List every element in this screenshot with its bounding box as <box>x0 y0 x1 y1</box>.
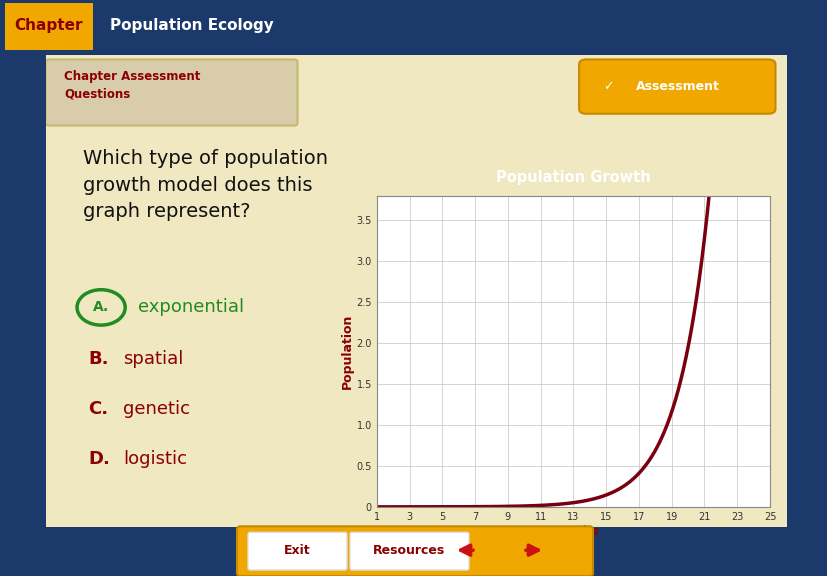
Text: Chapter Assessment
Questions: Chapter Assessment Questions <box>64 70 200 101</box>
Text: A.: A. <box>93 301 109 314</box>
Text: Assessment: Assessment <box>635 80 719 93</box>
Text: C.: C. <box>88 400 108 418</box>
Text: exponential: exponential <box>138 298 244 316</box>
FancyBboxPatch shape <box>38 50 793 532</box>
Text: Chapter: Chapter <box>15 18 84 33</box>
Text: Population Ecology: Population Ecology <box>110 18 274 33</box>
Text: logistic: logistic <box>123 449 187 468</box>
FancyBboxPatch shape <box>45 59 297 126</box>
Text: ✓: ✓ <box>602 80 613 93</box>
X-axis label: Months: Months <box>547 525 599 537</box>
Text: B.: B. <box>88 350 109 369</box>
Y-axis label: Population: Population <box>340 314 353 389</box>
FancyBboxPatch shape <box>237 526 592 576</box>
Text: Which type of population
growth model does this
graph represent?: Which type of population growth model do… <box>83 149 327 221</box>
Text: genetic: genetic <box>123 400 190 418</box>
Text: Exit: Exit <box>284 544 310 556</box>
Text: spatial: spatial <box>123 350 184 369</box>
FancyBboxPatch shape <box>248 532 347 570</box>
Text: D.: D. <box>88 449 110 468</box>
FancyBboxPatch shape <box>578 59 775 114</box>
Text: Resources: Resources <box>372 544 445 556</box>
FancyBboxPatch shape <box>5 3 93 50</box>
Text: Population Growth: Population Growth <box>495 169 650 185</box>
FancyBboxPatch shape <box>350 532 468 570</box>
